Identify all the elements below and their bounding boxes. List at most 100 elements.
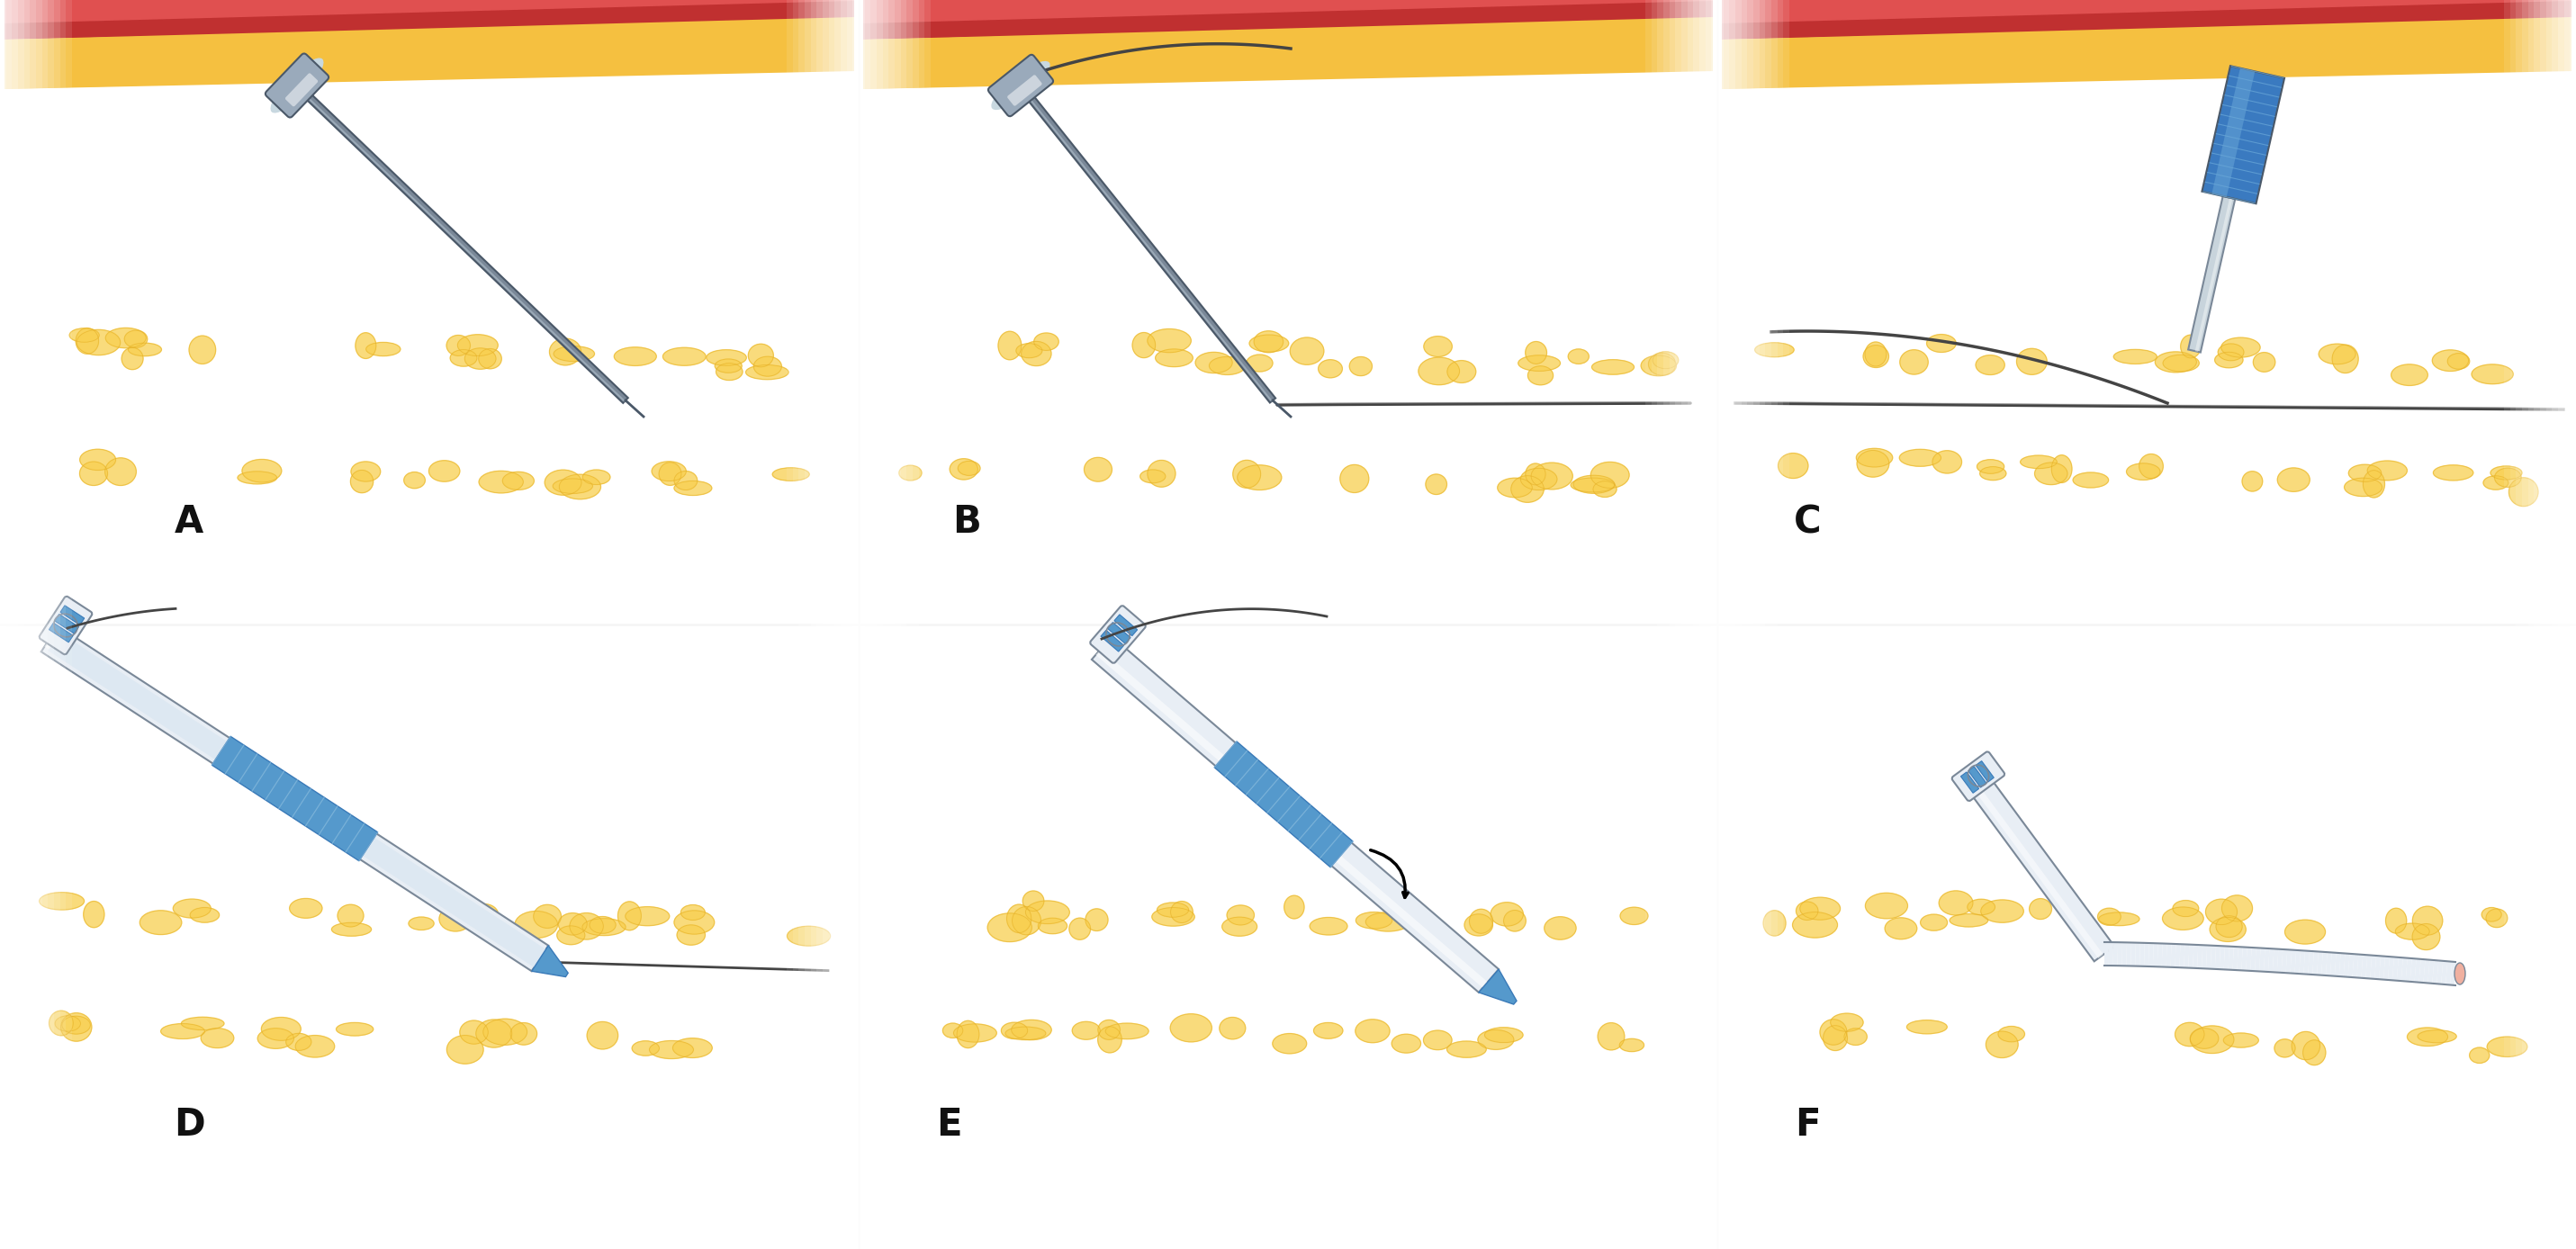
Polygon shape: [2215, 945, 2221, 969]
Bar: [822, 0, 829, 1249]
Ellipse shape: [446, 1035, 484, 1064]
Ellipse shape: [1968, 899, 1994, 914]
Ellipse shape: [446, 335, 471, 356]
Ellipse shape: [350, 462, 381, 482]
Bar: [1692, 0, 1700, 1249]
Ellipse shape: [404, 472, 425, 488]
Ellipse shape: [1072, 1022, 1100, 1039]
Bar: [2509, 0, 2517, 1249]
Polygon shape: [2117, 942, 2123, 965]
Text: D: D: [173, 1105, 204, 1144]
Bar: [925, 0, 930, 1249]
Ellipse shape: [1468, 909, 1494, 933]
Polygon shape: [2205, 945, 2213, 969]
Ellipse shape: [2385, 908, 2406, 933]
Ellipse shape: [1236, 465, 1283, 490]
Polygon shape: [2221, 945, 2226, 969]
Bar: [907, 0, 912, 1249]
Ellipse shape: [958, 461, 981, 476]
Ellipse shape: [716, 358, 742, 372]
Ellipse shape: [1801, 897, 1839, 919]
Bar: [2558, 0, 2563, 1249]
Polygon shape: [2125, 943, 2130, 965]
Polygon shape: [2254, 948, 2262, 972]
Ellipse shape: [191, 908, 219, 923]
Ellipse shape: [1857, 448, 1893, 467]
Ellipse shape: [1981, 899, 2025, 923]
Ellipse shape: [139, 911, 183, 934]
Bar: [1100, 631, 1123, 652]
Ellipse shape: [2391, 365, 2427, 386]
Ellipse shape: [1999, 1027, 2025, 1042]
FancyBboxPatch shape: [989, 55, 1054, 116]
Ellipse shape: [1571, 478, 1615, 492]
Ellipse shape: [716, 363, 742, 380]
Ellipse shape: [1927, 335, 1955, 352]
Polygon shape: [1721, 5, 2571, 40]
Ellipse shape: [582, 470, 611, 485]
Bar: [1664, 0, 1669, 1249]
Bar: [2522, 0, 2527, 1249]
Bar: [2545, 0, 2553, 1249]
Ellipse shape: [675, 481, 711, 496]
Ellipse shape: [129, 343, 162, 356]
Bar: [902, 0, 907, 1249]
Ellipse shape: [1525, 463, 1546, 485]
Ellipse shape: [1133, 332, 1157, 357]
Ellipse shape: [459, 335, 497, 356]
Ellipse shape: [618, 902, 641, 931]
Bar: [2527, 0, 2535, 1249]
Ellipse shape: [1543, 917, 1577, 939]
Polygon shape: [2184, 944, 2190, 968]
Bar: [2563, 0, 2571, 1249]
Ellipse shape: [2182, 335, 2200, 358]
Bar: [920, 0, 925, 1249]
Polygon shape: [531, 945, 569, 977]
Bar: [786, 0, 793, 1249]
Bar: [54, 0, 59, 1249]
Bar: [799, 0, 804, 1249]
Bar: [1759, 0, 1765, 1249]
Ellipse shape: [2099, 912, 2141, 926]
Ellipse shape: [675, 471, 698, 490]
Bar: [889, 0, 894, 1249]
Bar: [1747, 0, 1754, 1249]
Ellipse shape: [121, 347, 144, 370]
Ellipse shape: [1084, 909, 1108, 931]
Ellipse shape: [1824, 1025, 1847, 1050]
Bar: [2540, 0, 2545, 1249]
Bar: [871, 0, 876, 1249]
Ellipse shape: [337, 1023, 374, 1035]
Ellipse shape: [1574, 476, 1615, 493]
Bar: [822, 0, 829, 1249]
Polygon shape: [2187, 944, 2195, 968]
Bar: [2504, 0, 2509, 1249]
Ellipse shape: [1033, 333, 1059, 351]
Bar: [912, 0, 920, 1249]
Polygon shape: [863, 21, 1713, 89]
Bar: [817, 0, 822, 1249]
Ellipse shape: [2221, 337, 2259, 357]
Ellipse shape: [2017, 348, 2048, 375]
Ellipse shape: [559, 913, 587, 936]
Polygon shape: [5, 5, 855, 40]
Ellipse shape: [1919, 914, 1947, 931]
Ellipse shape: [533, 904, 562, 928]
Ellipse shape: [1448, 361, 1476, 382]
Ellipse shape: [1012, 907, 1041, 934]
Ellipse shape: [2277, 468, 2311, 492]
Ellipse shape: [1886, 918, 1917, 939]
Bar: [2504, 0, 2509, 1249]
Ellipse shape: [1865, 893, 1909, 918]
Polygon shape: [1018, 84, 1275, 402]
Ellipse shape: [1479, 1030, 1515, 1049]
Ellipse shape: [1795, 902, 1819, 921]
Ellipse shape: [49, 1010, 72, 1035]
Bar: [1736, 0, 1741, 1249]
Ellipse shape: [296, 1035, 335, 1058]
Ellipse shape: [953, 1024, 997, 1042]
Ellipse shape: [1649, 353, 1677, 376]
Ellipse shape: [992, 61, 1048, 109]
Bar: [811, 0, 817, 1249]
Ellipse shape: [706, 350, 747, 366]
